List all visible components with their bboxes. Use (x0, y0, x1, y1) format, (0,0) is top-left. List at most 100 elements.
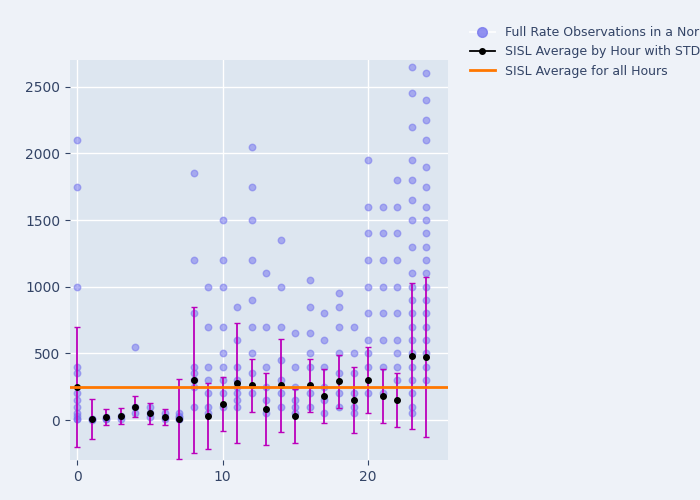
Point (130, 410, 141, 418)
Point (348, 370, 359, 378)
Point (116, 416, 127, 424)
Point (188, 256, 199, 264)
Point (304, 276, 316, 284)
Point (71, 402, 83, 410)
Point (421, 256, 432, 264)
Point (421, 182, 432, 190)
Point (348, 402, 359, 410)
Point (260, 362, 272, 370)
Point (304, 350, 316, 358)
Point (71, 282, 83, 290)
Point (275, 236, 286, 244)
Point (377, 390, 388, 398)
Point (391, 176, 402, 184)
Point (217, 362, 228, 370)
Point (232, 362, 243, 370)
Point (406, 242, 417, 250)
Point (391, 230, 402, 237)
Point (406, 296, 417, 304)
Point (421, 376, 432, 384)
Point (290, 330, 301, 338)
Point (174, 414, 185, 422)
Point (421, 230, 432, 237)
Point (363, 310, 374, 318)
Point (333, 302, 344, 310)
Point (101, 414, 112, 422)
Point (391, 336, 402, 344)
Point (174, 414, 185, 422)
Point (86, 416, 97, 424)
Point (71, 416, 83, 424)
Point (217, 322, 228, 330)
Point (86, 416, 97, 424)
Point (174, 412, 185, 420)
Point (188, 310, 199, 318)
Point (304, 402, 316, 410)
Point (421, 96, 432, 104)
Point (130, 402, 141, 410)
Point (304, 362, 316, 370)
Point (318, 396, 330, 404)
Point (290, 402, 301, 410)
Point (174, 416, 185, 424)
Point (406, 156, 417, 164)
Point (333, 322, 344, 330)
Point (246, 370, 258, 378)
Point (260, 410, 272, 418)
Point (421, 322, 432, 330)
Point (144, 414, 155, 422)
Point (363, 256, 374, 264)
Point (246, 216, 258, 224)
Point (348, 410, 359, 418)
Point (406, 410, 417, 418)
Point (275, 282, 286, 290)
Point (232, 302, 243, 310)
Point (71, 412, 83, 420)
Point (406, 350, 417, 358)
Point (290, 396, 301, 404)
Point (174, 410, 185, 418)
Point (363, 390, 374, 398)
Point (318, 382, 330, 390)
Point (406, 270, 417, 278)
Point (71, 136, 83, 144)
Point (159, 416, 170, 424)
Point (377, 282, 388, 290)
Legend: Full Rate Observations in a Normal Point, SISL Average by Hour with STD, SISL Av: Full Rate Observations in a Normal Point… (465, 21, 700, 82)
Point (232, 390, 243, 398)
Point (377, 336, 388, 344)
Point (363, 336, 374, 344)
Point (333, 290, 344, 298)
Point (421, 202, 432, 210)
Point (391, 202, 402, 210)
Point (202, 322, 214, 330)
Point (421, 216, 432, 224)
Point (116, 412, 127, 420)
Point (101, 414, 112, 422)
Point (377, 230, 388, 237)
Point (377, 202, 388, 210)
Point (304, 330, 316, 338)
Point (232, 376, 243, 384)
Point (217, 390, 228, 398)
Point (275, 376, 286, 384)
Point (333, 402, 344, 410)
Point (217, 350, 228, 358)
Point (363, 350, 374, 358)
Point (71, 182, 83, 190)
Point (406, 310, 417, 318)
Point (406, 402, 417, 410)
Point (377, 310, 388, 318)
Point (421, 310, 432, 318)
Point (188, 170, 199, 177)
Point (246, 142, 258, 150)
Point (318, 336, 330, 344)
Point (348, 390, 359, 398)
Point (202, 410, 214, 418)
Point (144, 410, 155, 418)
Point (188, 382, 199, 390)
Point (144, 402, 155, 410)
Point (275, 356, 286, 364)
Point (71, 390, 83, 398)
Point (421, 116, 432, 124)
